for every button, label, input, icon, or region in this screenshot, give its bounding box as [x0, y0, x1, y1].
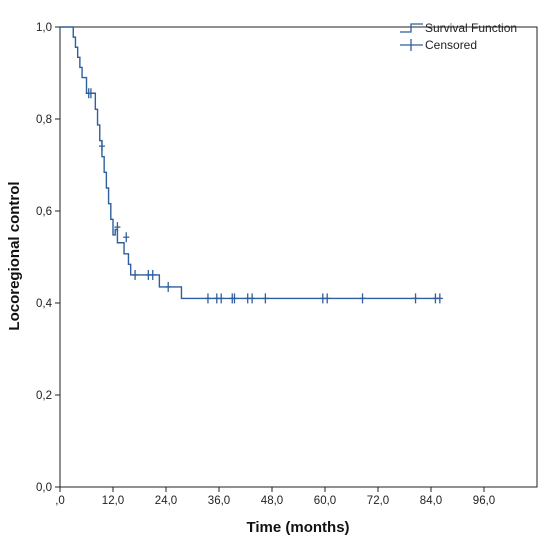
series-layer	[60, 26, 443, 304]
x-tick-label: 12,0	[102, 495, 124, 507]
legend-survival-label: Survival Function	[425, 21, 517, 35]
x-tick-label: ,0	[55, 495, 65, 507]
y-tick-label: 0,2	[36, 390, 52, 402]
plot-area-frame	[59, 26, 538, 488]
survival-function-line	[60, 26, 440, 300]
legend-survival-symbol	[400, 23, 423, 33]
x-axis-title: Time (months)	[246, 519, 349, 536]
legend-censored-label: Censored	[425, 38, 477, 52]
y-tick-label: 0,4	[36, 298, 53, 310]
x-tick-label: 84,0	[420, 495, 442, 507]
y-tick-label: 0,6	[36, 206, 52, 218]
y-axis-title: Locoregional control	[6, 181, 23, 330]
y-tick-label: 0,8	[36, 114, 52, 126]
x-tick-label: 60,0	[314, 495, 336, 507]
x-tick-label: 48,0	[261, 495, 283, 507]
x-tick-label: 36,0	[208, 495, 230, 507]
x-tick-label: 72,0	[367, 495, 389, 507]
x-tick-label: 96,0	[473, 495, 495, 507]
axis-ticks: ,0 12,0 24,0 36,0 48,0 60,0 72,0 84,0 96,0 0,0 0,2…	[36, 22, 495, 507]
y-tick-label: 1,0	[36, 22, 52, 34]
legend: Survival Function Censored	[400, 21, 517, 52]
y-tick-label: 0,0	[36, 482, 52, 494]
x-tick-label: 24,0	[155, 495, 177, 507]
